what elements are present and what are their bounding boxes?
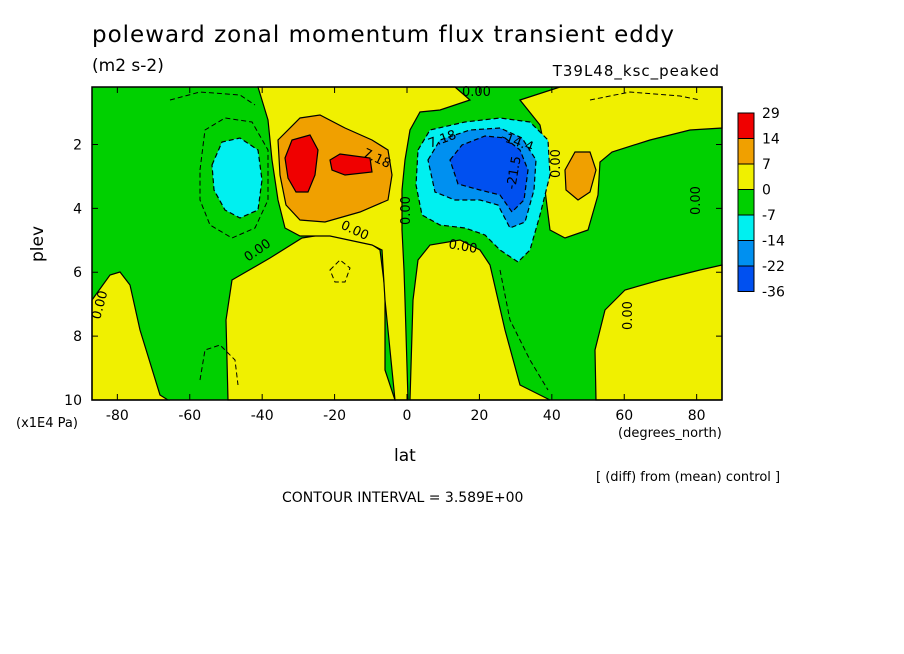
x-tick-label: -80 <box>106 408 129 424</box>
x-tick-label: 20 <box>470 408 488 424</box>
region-red-left <box>284 134 319 193</box>
region-cyan-left <box>211 137 263 219</box>
contour-label: 0.00 <box>621 301 636 330</box>
y-axis-units: (x1E4 Pa) <box>16 416 78 431</box>
colorbar-swatch <box>737 265 755 292</box>
contour-zero-dashed-3 <box>329 259 351 283</box>
y-tick-label: 8 <box>73 329 82 345</box>
colorbar-label: -14 <box>762 234 785 250</box>
x-tick-label: 40 <box>543 408 561 424</box>
chart-title: poleward zonal momentum flux transient e… <box>92 22 676 48</box>
colorbar-swatch <box>737 138 755 165</box>
x-axis-label: lat <box>394 446 416 466</box>
contour-zero-dashed-5 <box>499 269 549 391</box>
colorbar-label: 0 <box>762 183 771 199</box>
contour-label: 0.00 <box>462 85 491 100</box>
colorbar-label: 14 <box>762 132 780 148</box>
diff-note: [ (diff) from (mean) control ] <box>596 470 781 485</box>
y-tick-label: 2 <box>73 137 82 153</box>
y-tick-label: 10 <box>64 393 82 409</box>
contour-label: -21.5 <box>504 155 525 191</box>
region-positive-right-lower <box>409 239 551 401</box>
run-label: T39L48_ksc_peaked <box>552 62 720 80</box>
colorbar-label: -7 <box>762 208 776 224</box>
colorbar-label: 7 <box>762 157 771 173</box>
y-tick-label: 6 <box>73 265 82 281</box>
y-axis-label: plev <box>28 225 48 262</box>
x-tick-label: 80 <box>688 408 706 424</box>
y-axis: 2 4 6 8 10 <box>64 137 722 409</box>
x-tick-label: -20 <box>323 408 346 424</box>
contour-label: 0.00 <box>549 149 564 178</box>
contour-zero-dashed-4 <box>169 91 256 106</box>
colorbar-label: 29 <box>762 106 780 122</box>
contour-label: 0.00 <box>89 289 111 321</box>
contour-label: 0.00 <box>689 186 704 215</box>
region-blue-deep <box>449 135 529 213</box>
colorbar-swatch <box>737 112 755 139</box>
x-axis: -80 -60 -40 -20 0 20 40 60 80 <box>106 87 706 424</box>
colorbar-swatch <box>737 240 755 267</box>
colorbar-swatch <box>737 214 755 241</box>
chart-units: (m2 s-2) <box>92 56 164 76</box>
y-tick-label: 4 <box>73 201 82 217</box>
x-axis-units: (degrees_north) <box>618 426 722 441</box>
colorbar-swatch <box>737 189 755 216</box>
x-tick-label: 60 <box>615 408 633 424</box>
colorbar-label: -22 <box>762 259 785 275</box>
colorbar-swatch <box>737 163 755 190</box>
colorbar-label: -36 <box>762 285 785 301</box>
contour-zero-dashed-2 <box>199 344 239 386</box>
region-orange-right <box>564 151 597 201</box>
x-tick-label: -40 <box>251 408 274 424</box>
x-tick-label: 0 <box>403 408 412 424</box>
colorbar: 29 14 7 0 -7 -14 -22 -36 <box>737 106 785 301</box>
contour-label: 0.00 <box>447 237 478 257</box>
region-red-center <box>329 153 373 176</box>
contour-label: 0.00 <box>399 196 414 225</box>
region-positive-left-lower <box>91 271 171 401</box>
contour-interval: CONTOUR INTERVAL = 3.589E+00 <box>282 490 524 506</box>
contour-zero-dashed-6 <box>589 91 701 101</box>
x-tick-label: -60 <box>178 408 201 424</box>
